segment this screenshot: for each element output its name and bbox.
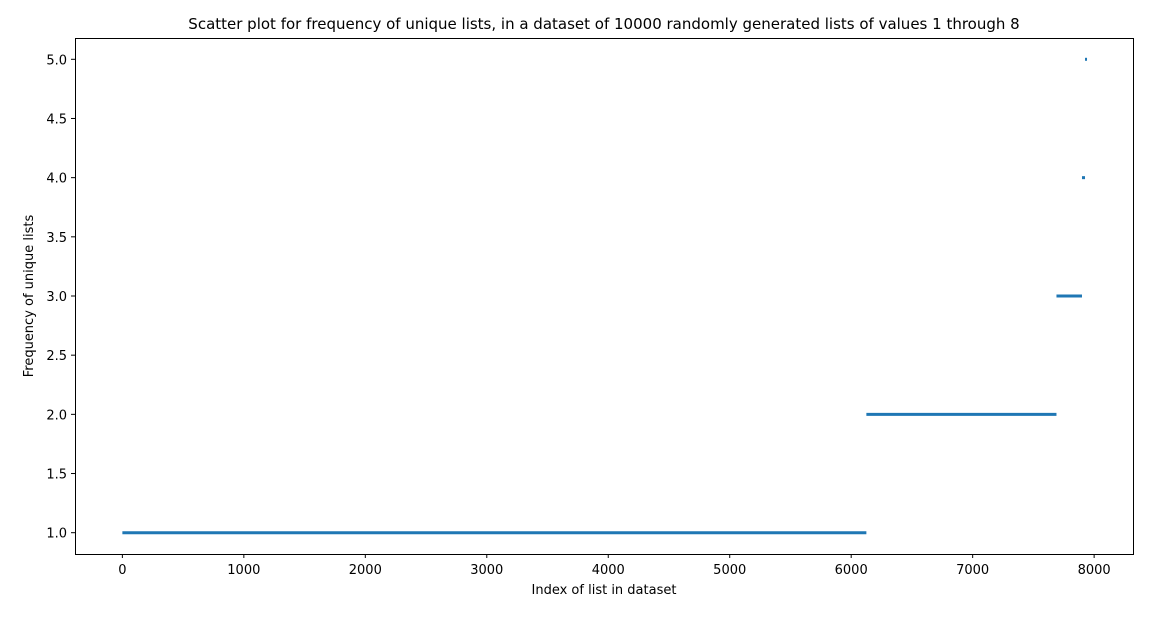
y-tick-label: 1.0 [46, 527, 67, 542]
y-axis-ticks: 1.0 1.5 2.0 2.5 3.0 3.5 4.0 4.5 5.0 [46, 53, 75, 542]
y-tick-label: 2.5 [46, 349, 67, 364]
x-axis-label: Index of list in dataset [532, 583, 677, 598]
x-tick-label: 0 [118, 563, 126, 578]
y-tick-label: 3.5 [46, 231, 67, 246]
x-tick-label: 5000 [713, 563, 746, 578]
y-tick-label: 4.5 [46, 112, 67, 127]
x-tick-label: 1000 [227, 563, 260, 578]
y-tick-label: 2.0 [46, 408, 67, 423]
x-axis-ticks: 0 1000 2000 3000 4000 5000 6000 7000 8000 [118, 554, 1111, 578]
plot-area-frame [75, 38, 1134, 555]
y-axis-label: Frequency of unique lists [22, 215, 37, 378]
y-tick-label: 4.0 [46, 172, 67, 187]
x-tick-label: 6000 [835, 563, 868, 578]
x-tick-label: 7000 [956, 563, 989, 578]
x-tick-label: 4000 [592, 563, 625, 578]
data-marks [122, 57, 1088, 535]
x-tick-label: 2000 [349, 563, 382, 578]
y-tick-label: 3.0 [46, 290, 67, 305]
x-tick-label: 3000 [470, 563, 503, 578]
x-tick-label: 8000 [1078, 563, 1111, 578]
y-tick-label: 5.0 [46, 53, 67, 68]
chart-title: Scatter plot for frequency of unique lis… [188, 15, 1019, 33]
y-tick-label: 1.5 [46, 468, 67, 483]
